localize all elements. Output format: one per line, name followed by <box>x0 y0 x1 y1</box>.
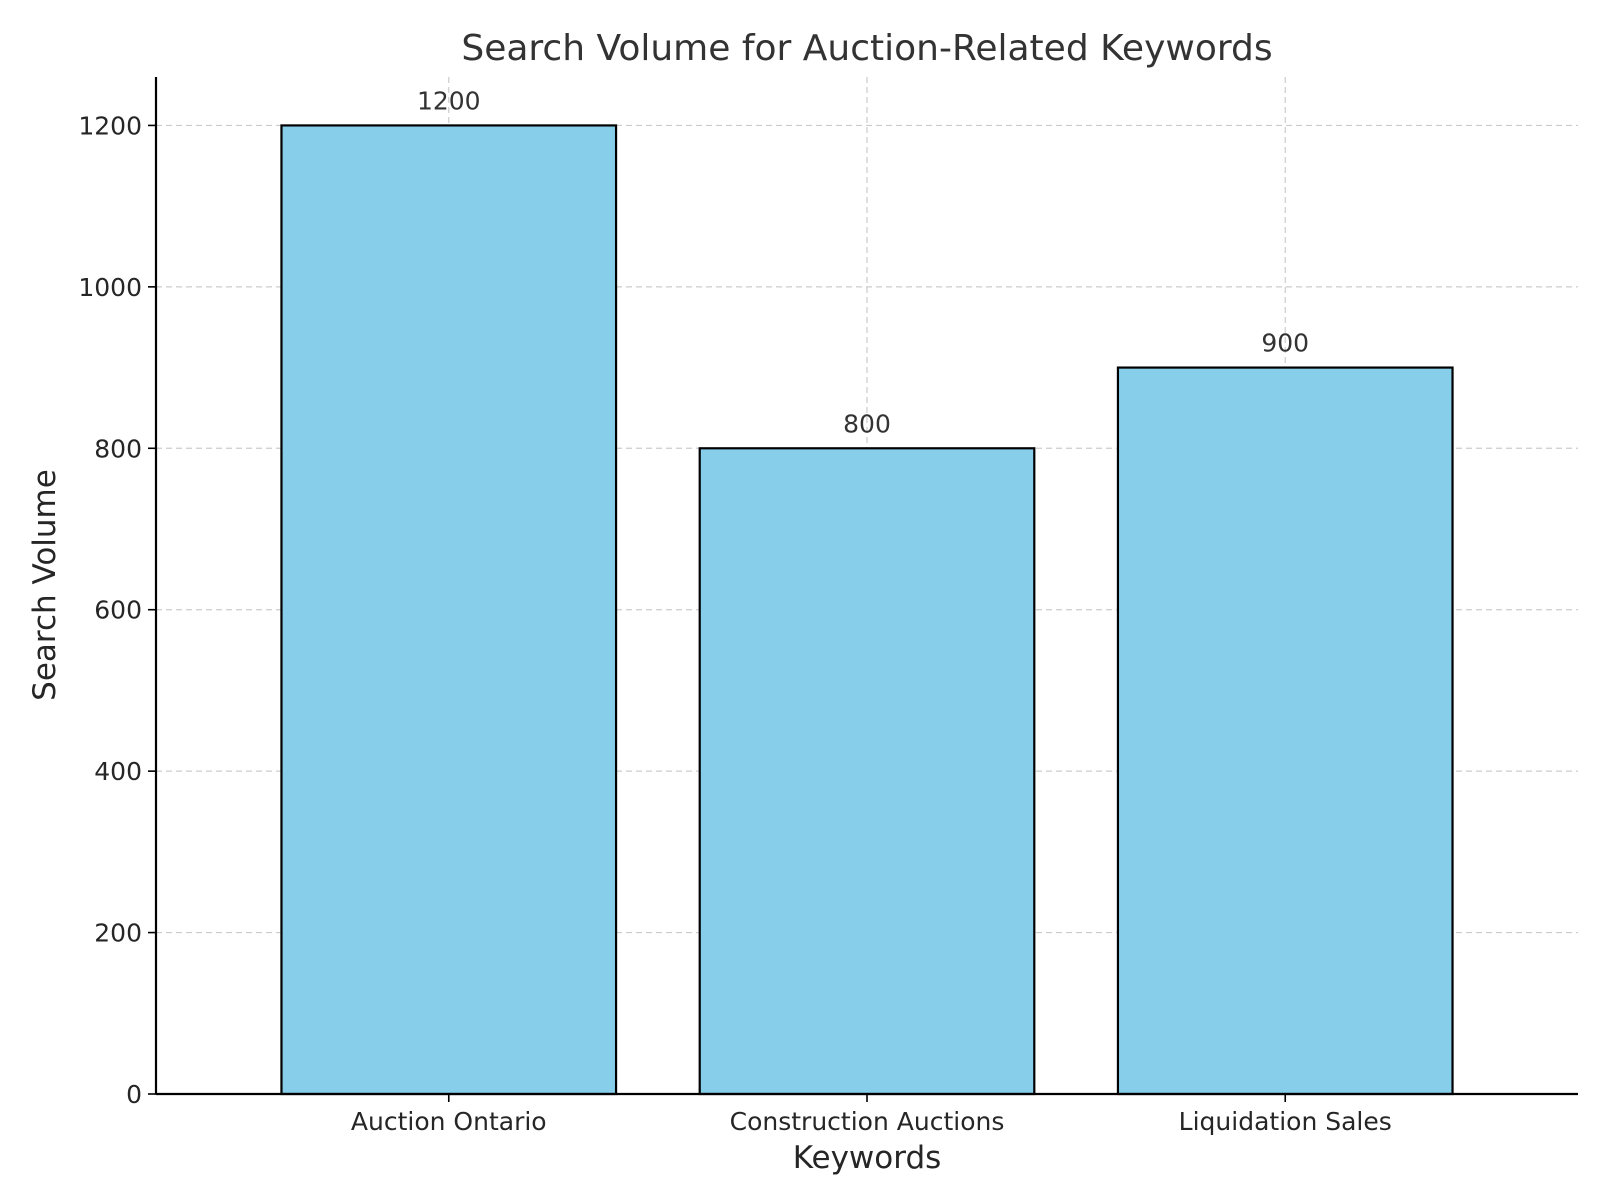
axes <box>148 77 1578 1102</box>
bar-construction-auctions <box>698 447 1036 1096</box>
y-tick-label: 1000 <box>78 273 142 302</box>
y-tick-label: 1200 <box>78 111 142 140</box>
x-axis-title: Keywords <box>793 1140 942 1176</box>
chart-title: Search Volume for Auction-Related Keywor… <box>461 28 1272 69</box>
data-label: 900 <box>1261 329 1309 358</box>
y-axis-title: Search Volume <box>27 469 63 701</box>
y-tick-label: 800 <box>94 434 142 463</box>
y-tick-label: 600 <box>94 596 142 625</box>
labels: 0 200 400 600 800 1000 1200 1200 Auction Ontario… <box>78 86 1391 1136</box>
y-tick-label: 400 <box>94 757 142 786</box>
data-label: 800 <box>843 409 891 438</box>
y-tick-label: 0 <box>126 1080 142 1109</box>
x-tick-label: Liquidation Sales <box>1179 1107 1392 1136</box>
x-tick-label: Construction Auctions <box>730 1107 1005 1136</box>
x-tick-label: Auction Ontario <box>351 1107 547 1136</box>
y-tick-label: 200 <box>94 919 142 948</box>
bar-auction-ontario <box>280 124 618 1096</box>
bar-liquidation-sales <box>1116 366 1454 1096</box>
data-label: 1200 <box>417 86 481 115</box>
